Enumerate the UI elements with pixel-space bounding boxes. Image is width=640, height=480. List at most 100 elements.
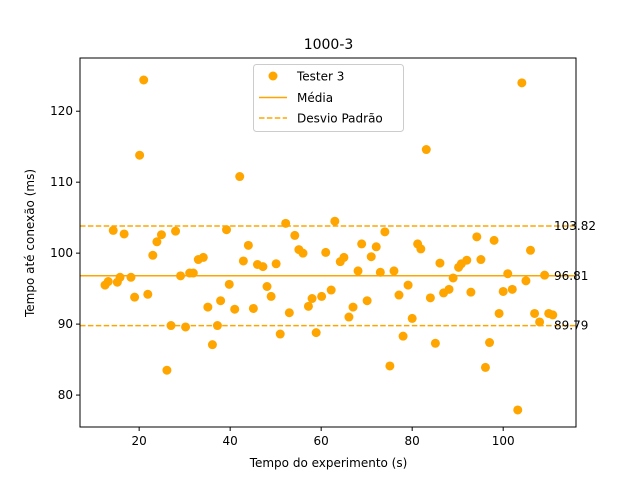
data-point	[321, 247, 331, 257]
data-point	[466, 287, 476, 297]
data-point	[507, 284, 517, 294]
y-tick-label: 100	[50, 246, 73, 260]
data-point	[212, 321, 222, 331]
data-point	[115, 272, 125, 282]
y-tick-label: 120	[50, 104, 73, 118]
data-point	[339, 252, 349, 262]
data-point	[489, 235, 499, 245]
data-point	[353, 266, 363, 276]
data-point	[235, 172, 245, 182]
data-point	[480, 362, 490, 372]
data-point	[357, 239, 367, 249]
data-point	[275, 329, 285, 339]
data-point	[181, 322, 191, 332]
legend-label-tester: Tester 3	[296, 70, 344, 84]
x-axis-label: Tempo do experimento (s)	[249, 456, 408, 470]
data-point	[103, 277, 113, 287]
data-point	[317, 291, 327, 301]
legend-marker-tester	[268, 71, 278, 81]
y-tick-label: 90	[58, 317, 73, 331]
data-point	[403, 280, 413, 290]
data-point	[513, 405, 523, 415]
data-point	[171, 226, 181, 236]
data-point	[176, 271, 186, 281]
data-point	[540, 270, 550, 280]
data-point	[203, 302, 213, 312]
data-point	[298, 248, 308, 258]
data-point	[366, 252, 376, 262]
data-point	[548, 310, 558, 320]
data-point	[303, 301, 313, 311]
x-tick-label: 80	[405, 434, 420, 448]
data-point	[230, 304, 240, 314]
data-point	[307, 294, 317, 304]
y-tick-label: 110	[50, 175, 73, 189]
legend-label-std: Desvio Padrão	[297, 112, 383, 126]
std-lower-label: 89.79	[554, 319, 588, 333]
data-point	[435, 258, 445, 268]
data-point	[188, 268, 198, 278]
data-point	[326, 285, 336, 295]
legend: Tester 3 Média Desvio Padrão	[253, 64, 404, 132]
x-tick-label: 20	[132, 434, 147, 448]
data-point	[389, 266, 399, 276]
data-point	[130, 292, 140, 302]
data-point	[216, 296, 226, 306]
axes-frame	[79, 57, 577, 428]
y-axis-ticks: 80 90 100 110 120	[50, 104, 80, 402]
legend-label-mean: Média	[297, 91, 333, 105]
data-point	[135, 150, 145, 160]
data-point	[362, 296, 372, 306]
x-tick-label: 100	[492, 434, 515, 448]
data-point	[243, 240, 253, 250]
data-point	[525, 245, 535, 255]
legend-box	[253, 64, 404, 132]
data-point	[162, 365, 172, 375]
data-point	[444, 284, 454, 294]
data-point	[448, 273, 458, 283]
data-point	[375, 267, 385, 277]
data-point	[494, 308, 504, 318]
data-point	[311, 328, 321, 338]
x-axis-ticks: 20 40 60 80 100	[132, 427, 515, 448]
x-tick-label: 40	[223, 434, 238, 448]
data-point	[224, 279, 234, 289]
data-point	[152, 237, 162, 247]
data-point	[166, 321, 176, 331]
data-point	[503, 269, 513, 279]
reference-lines	[80, 225, 576, 327]
data-point	[290, 230, 300, 240]
mean-label: 96.81	[554, 269, 588, 283]
std-upper-label: 103.82	[554, 219, 596, 233]
data-point	[156, 230, 166, 240]
data-point	[248, 303, 258, 313]
data-point	[425, 293, 435, 303]
data-point	[421, 145, 431, 155]
data-point	[416, 244, 426, 254]
plot-area: 20 40 60 80 100 80 90 100 110 120 103.82 96.81 89.…	[50, 57, 596, 448]
data-point	[476, 255, 486, 265]
data-point	[462, 255, 472, 265]
data-point	[238, 256, 248, 266]
data-point	[148, 250, 158, 260]
data-point	[266, 291, 276, 301]
data-point	[262, 281, 272, 291]
data-point	[344, 312, 354, 322]
data-point	[430, 338, 440, 348]
data-point	[521, 276, 531, 286]
data-point	[498, 286, 508, 296]
data-point	[281, 218, 291, 228]
data-point	[143, 289, 153, 299]
data-point	[380, 227, 390, 237]
data-point	[472, 232, 482, 242]
data-point	[108, 225, 118, 235]
data-point	[126, 272, 136, 282]
data-point	[222, 225, 232, 235]
data-point	[207, 340, 217, 350]
data-point	[398, 331, 408, 341]
data-point	[517, 78, 527, 88]
data-point	[530, 308, 540, 318]
data-point	[271, 259, 281, 269]
data-point	[284, 308, 294, 318]
